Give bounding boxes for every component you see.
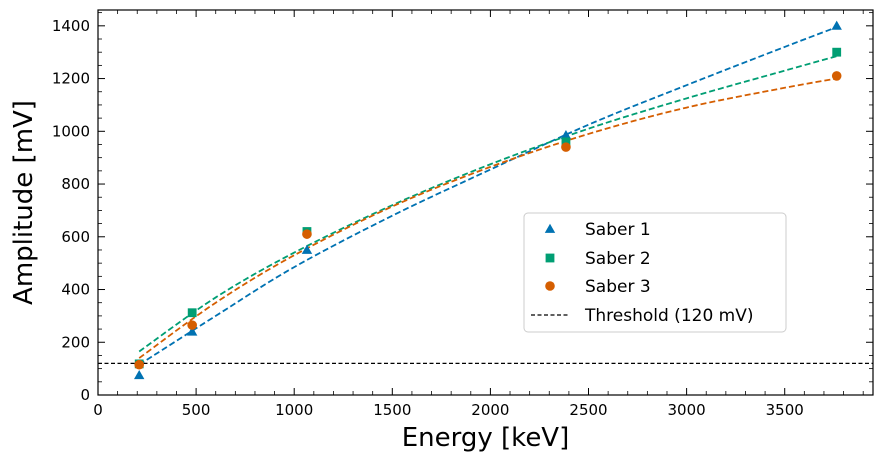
x-tick-label: 1500 <box>373 401 411 419</box>
y-axis-title: Amplitude [mV] <box>9 100 39 305</box>
fit-curve-series-3 <box>138 77 837 359</box>
x-tick-label: 3500 <box>766 401 804 419</box>
x-axis-title: Energy [keV] <box>402 423 570 453</box>
x-tick-label: 2500 <box>569 401 607 419</box>
x-tick-label: 2000 <box>471 401 509 419</box>
legend-marker-series-3 <box>545 281 555 291</box>
y-tick-label: 1000 <box>52 122 90 140</box>
y-tick-label: 400 <box>61 281 90 299</box>
legend-marker-series-2 <box>545 253 555 263</box>
y-tick-label: 1400 <box>52 17 90 35</box>
fit-curve-series-2 <box>138 55 837 353</box>
legend-marker-series-1 <box>544 223 556 233</box>
legend-box <box>523 212 787 333</box>
data-points-layer <box>134 20 842 380</box>
fit-curves-layer <box>138 26 838 366</box>
data-point-series-1 <box>560 130 572 140</box>
legend-label-series-1: Saber 1 <box>585 220 651 240</box>
data-point-series-2 <box>561 137 571 147</box>
x-tick-label: 3000 <box>668 401 706 419</box>
data-point-series-1 <box>134 370 145 380</box>
y-tick-label: 800 <box>61 175 90 193</box>
data-point-series-3 <box>561 142 571 152</box>
x-tick-label: 0 <box>93 401 103 419</box>
legend: Saber 1 Saber 2 Saber 3 Threshold (120 mV) <box>523 212 787 333</box>
data-point-series-3 <box>187 320 197 330</box>
data-point-series-3 <box>302 229 312 239</box>
y-tick-label: 600 <box>61 228 90 246</box>
x-tick-label: 1000 <box>275 401 313 419</box>
legend-label-series-3: Saber 3 <box>585 277 651 297</box>
data-point-series-2 <box>187 308 197 318</box>
data-point-series-2 <box>832 47 842 57</box>
data-point-series-1 <box>831 20 842 30</box>
y-tick-label: 0 <box>80 386 90 404</box>
y-tick-label: 200 <box>61 333 90 351</box>
x-tick-label: 500 <box>182 401 211 419</box>
y-tick-label: 1200 <box>52 70 90 88</box>
fit-curve-series-1 <box>138 26 838 366</box>
data-point-series-1 <box>301 244 313 254</box>
legend-label-series-2: Saber 2 <box>585 249 651 269</box>
data-point-series-3 <box>134 359 145 370</box>
data-point-series-3 <box>831 71 842 81</box>
data-point-series-1 <box>186 326 198 336</box>
axis-ticks-layer: 0 500 1000 1500 2000 2500 3000 3500 0 200 400 600 80… <box>52 10 873 419</box>
plot-frame <box>97 9 874 396</box>
legend-label-threshold: Threshold (120 mV) <box>584 306 754 326</box>
